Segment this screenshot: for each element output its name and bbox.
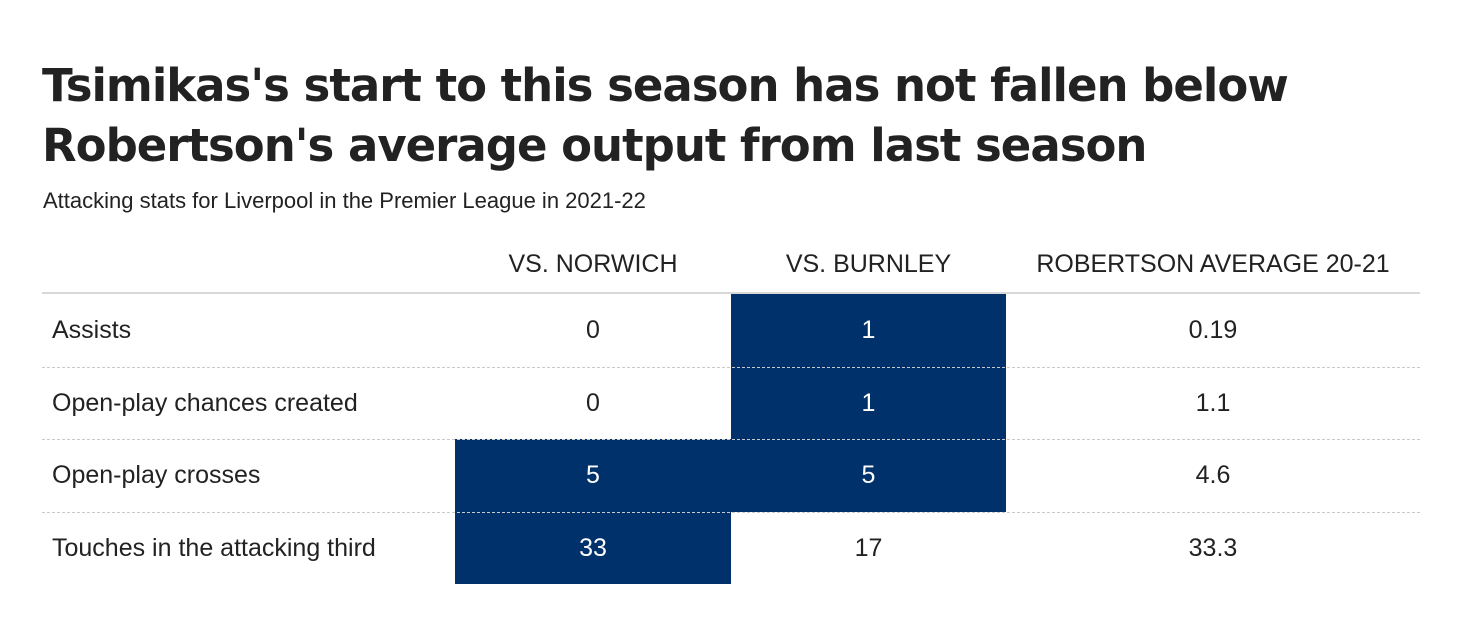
row-separator — [42, 439, 1420, 440]
value-cell-r2-c2: 1 — [861, 388, 876, 417]
value-cell-r1-c1: 0 — [586, 316, 600, 344]
value-cell-r3-c2: 5 — [861, 461, 876, 489]
value-cell-r3-c3: 4.6 — [1195, 461, 1231, 489]
row-label-1: Assists — [52, 316, 132, 344]
header-rule — [42, 292, 1420, 294]
row-label-3: Open-play crosses — [52, 461, 261, 489]
chart-title-line-1: Tsimikas's start to this season has not … — [42, 59, 1289, 112]
row-label-2: Open-play chances created — [52, 388, 358, 417]
highlight-cell-r1-c2 — [731, 294, 1006, 367]
value-cell-r4-c2: 17 — [854, 533, 883, 562]
chart-subtitle: Attacking stats for Liverpool in the Pre… — [43, 188, 646, 213]
value-cell-r3-c1: 5 — [586, 461, 600, 489]
highlight-cell-r4-c1 — [455, 511, 731, 584]
value-cell-r1-c3: 0.19 — [1188, 316, 1238, 344]
chart-title: Tsimikas's start to this season has not … — [42, 56, 1402, 176]
value-cell-r2-c3: 1.1 — [1195, 388, 1231, 417]
value-cell-r2-c1: 0 — [586, 388, 600, 417]
value-cell-r4-c3: 33.3 — [1188, 533, 1238, 562]
highlight-cell-r3-c1 — [455, 439, 731, 512]
value-cell-r1-c2: 1 — [861, 316, 876, 344]
row-separator — [42, 366, 1420, 368]
row-separator — [42, 511, 1420, 513]
column-header-1: VS. NORWICH — [508, 250, 678, 278]
column-header-2: VS. BURNLEY — [785, 250, 952, 278]
value-cell-r4-c1: 33 — [579, 533, 607, 562]
highlight-cell-r3-c2 — [731, 439, 1006, 512]
row-label-4: Touches in the attacking third — [52, 533, 376, 562]
highlight-cell-r2-c2 — [731, 366, 1006, 439]
chart-title-line-2: Robertson's average output from last sea… — [42, 119, 1147, 172]
column-header-3: ROBERTSON AVERAGE 20-21 — [1036, 250, 1390, 278]
